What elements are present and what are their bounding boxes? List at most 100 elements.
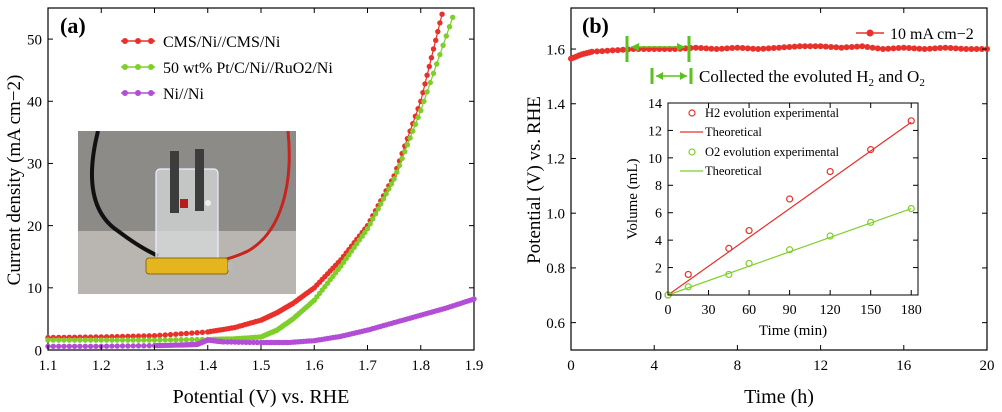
panel-a-point	[370, 216, 376, 222]
panel-b-point	[796, 43, 803, 50]
panel-a-point	[135, 333, 142, 339]
panel-b-point	[734, 44, 741, 51]
panel-a-point	[367, 221, 373, 227]
panel-b-point	[854, 43, 860, 50]
panel-a-point	[426, 63, 432, 70]
panel-b-point	[952, 45, 959, 52]
panel-a-point	[412, 121, 419, 128]
panel-a-point	[71, 343, 78, 349]
inset-axes: 0 30 60 90 120 150 180 0 2 4 6 8 10 12 14	[648, 97, 922, 318]
battery-terminal	[228, 262, 233, 270]
panel-b-legend-marker	[866, 29, 874, 37]
panel-a-point	[437, 20, 443, 26]
electrode-left	[170, 151, 179, 213]
panel-b-point	[937, 45, 944, 51]
panel-a-point	[433, 37, 439, 43]
panel-a-legend-label: Ni//Ni	[163, 86, 204, 103]
panel-a-point	[189, 330, 195, 336]
inset-x-tick-label: 180	[901, 303, 922, 318]
panel-a-y-tick-label: 50	[27, 32, 42, 48]
panel-a-point	[77, 337, 83, 343]
panel-b-point	[812, 43, 819, 50]
panel-a-point	[93, 337, 99, 343]
inset-x-tick-label: 60	[742, 303, 756, 318]
panel-a-point	[141, 343, 147, 349]
inset-point	[786, 195, 794, 203]
panel-b-point	[614, 47, 621, 54]
panel-b-legend: 10 mA cm−2	[856, 26, 974, 43]
panel-a-point	[119, 343, 126, 349]
panel-b-axes: 0 4 8 12 16 200.60.81.01.21.41.6	[546, 8, 995, 374]
electrode-right	[195, 149, 204, 211]
panel-a-point	[157, 337, 163, 343]
panel-a-x-tick-label: 1.2	[92, 358, 111, 374]
panel-a-point	[125, 333, 131, 339]
panel-a-point	[378, 201, 384, 207]
panel-b-point	[874, 45, 881, 52]
panel-a-point	[439, 11, 445, 17]
inset-x-axis-label: Time (min)	[759, 323, 827, 339]
inset-point	[745, 226, 753, 235]
panel-b-point	[880, 46, 886, 52]
panel-a-point	[56, 337, 62, 343]
inset-legend-marker	[688, 148, 696, 156]
panel-b-point	[900, 44, 907, 51]
panel-a-point	[250, 339, 257, 346]
inset-x-tick-label: 30	[702, 303, 716, 318]
panel-a-point	[146, 343, 152, 349]
panel-b-point	[609, 47, 616, 54]
panel-a-point	[56, 343, 62, 349]
panel-b-point	[869, 44, 876, 51]
panel-b-point	[978, 46, 985, 52]
panel-a-point	[450, 14, 456, 20]
panel-b-point	[765, 45, 772, 52]
beaker	[155, 168, 219, 262]
electrolyzer-photo	[78, 131, 296, 294]
panel-a-point	[82, 343, 89, 349]
collection-marker-bottom	[650, 68, 693, 84]
inset-y-tick-label: 4	[655, 234, 662, 249]
panel-b-point	[843, 44, 850, 51]
panel-a-point	[183, 330, 190, 337]
panel-a-y-tick-label: 0	[35, 343, 43, 359]
panel-a-point	[391, 176, 397, 182]
inset-x-tick-label: 120	[820, 303, 841, 318]
panel-a-point	[178, 331, 184, 337]
panel-a-legend-label: CMS/Ni//CMS/Ni	[163, 34, 281, 51]
panel-a-point	[157, 332, 163, 338]
panel-a-point	[162, 332, 168, 338]
panel-a-point	[109, 337, 115, 343]
panel-a-point	[82, 337, 89, 343]
inset-legend-label: H2 evolution experimental	[705, 106, 840, 120]
panel-a-point	[93, 343, 99, 349]
panel-b-point	[750, 45, 756, 52]
panel-a-point	[394, 169, 400, 175]
panel-b-point	[620, 46, 626, 53]
panel-a-point	[437, 51, 443, 58]
panel-a-point	[430, 46, 437, 52]
panel-b-y-axis-label: Potential (V) vs. RHE	[524, 96, 545, 264]
inset-y-tick-label: 8	[655, 179, 662, 194]
panel-a-point	[428, 55, 435, 61]
panel-b-point	[968, 46, 975, 52]
inset-series-group	[664, 117, 915, 299]
panel-a-point	[125, 343, 131, 349]
panel-a-point	[71, 337, 78, 343]
panel-b-point	[588, 48, 595, 55]
panel-b-point	[822, 43, 829, 50]
panel-b-x-tick-label: 20	[980, 358, 995, 374]
panel-a-legend-marker	[148, 38, 154, 44]
panel-a-point	[362, 229, 368, 236]
panel-b-point	[942, 44, 949, 51]
panel-b-point	[864, 44, 871, 50]
panel-a-point	[354, 241, 360, 247]
panel-a-point	[87, 343, 94, 349]
panel-a-legend: CMS/Ni//CMS/Ni 50 wt% Pt/C/Ni//RuO2/Ni Ni/…	[121, 34, 333, 103]
panel-a-point	[415, 114, 421, 121]
panel-b-x-tick-label: 8	[734, 358, 742, 374]
inset-x-tick-label: 150	[860, 303, 881, 318]
panel-a-point	[372, 211, 379, 217]
panel-b-y-tick-label: 0.8	[546, 261, 565, 277]
panel-b-point	[890, 45, 897, 52]
panel-b: 0 4 8 12 16 200.60.81.01.21.41.6 (b) Time (h)…	[524, 7, 995, 408]
